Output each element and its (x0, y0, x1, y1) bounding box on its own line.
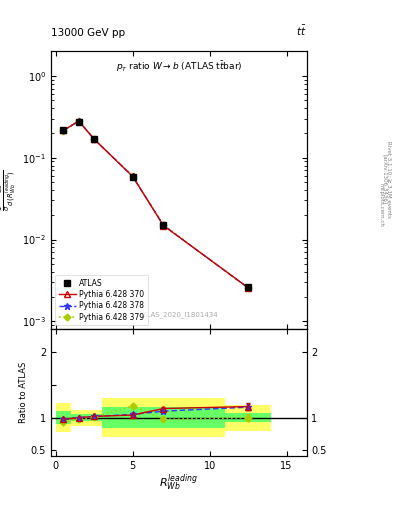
Text: $p_T$ ratio $W \rightarrow b$ (ATLAS t$\bar{t}$bar): $p_T$ ratio $W \rightarrow b$ (ATLAS t$\… (116, 59, 242, 74)
Text: ATLAS_2020_I1801434: ATLAS_2020_I1801434 (139, 311, 219, 318)
Text: $t\bar{t}$: $t\bar{t}$ (296, 24, 307, 38)
Text: 13000 GeV pp: 13000 GeV pp (51, 28, 125, 38)
Text: [arXiv:1306.3436]: [arXiv:1306.3436] (382, 154, 387, 204)
Y-axis label: Ratio to ATLAS: Ratio to ATLAS (19, 362, 28, 423)
X-axis label: $R_{Wb}^{leading}$: $R_{Wb}^{leading}$ (160, 472, 198, 493)
Y-axis label: $\frac{1}{\sigma}\frac{d\sigma}{d\,(R_{Wb}^{leading})}$: $\frac{1}{\sigma}\frac{d\sigma}{d\,(R_{W… (0, 169, 18, 211)
Text: mcplots.cern.ch: mcplots.cern.ch (378, 183, 383, 227)
Legend: ATLAS, Pythia 6.428 370, Pythia 6.428 378, Pythia 6.428 379: ATLAS, Pythia 6.428 370, Pythia 6.428 37… (55, 275, 148, 326)
Text: Rivet 3.1.10; ≥ 3.1M events: Rivet 3.1.10; ≥ 3.1M events (386, 141, 391, 218)
